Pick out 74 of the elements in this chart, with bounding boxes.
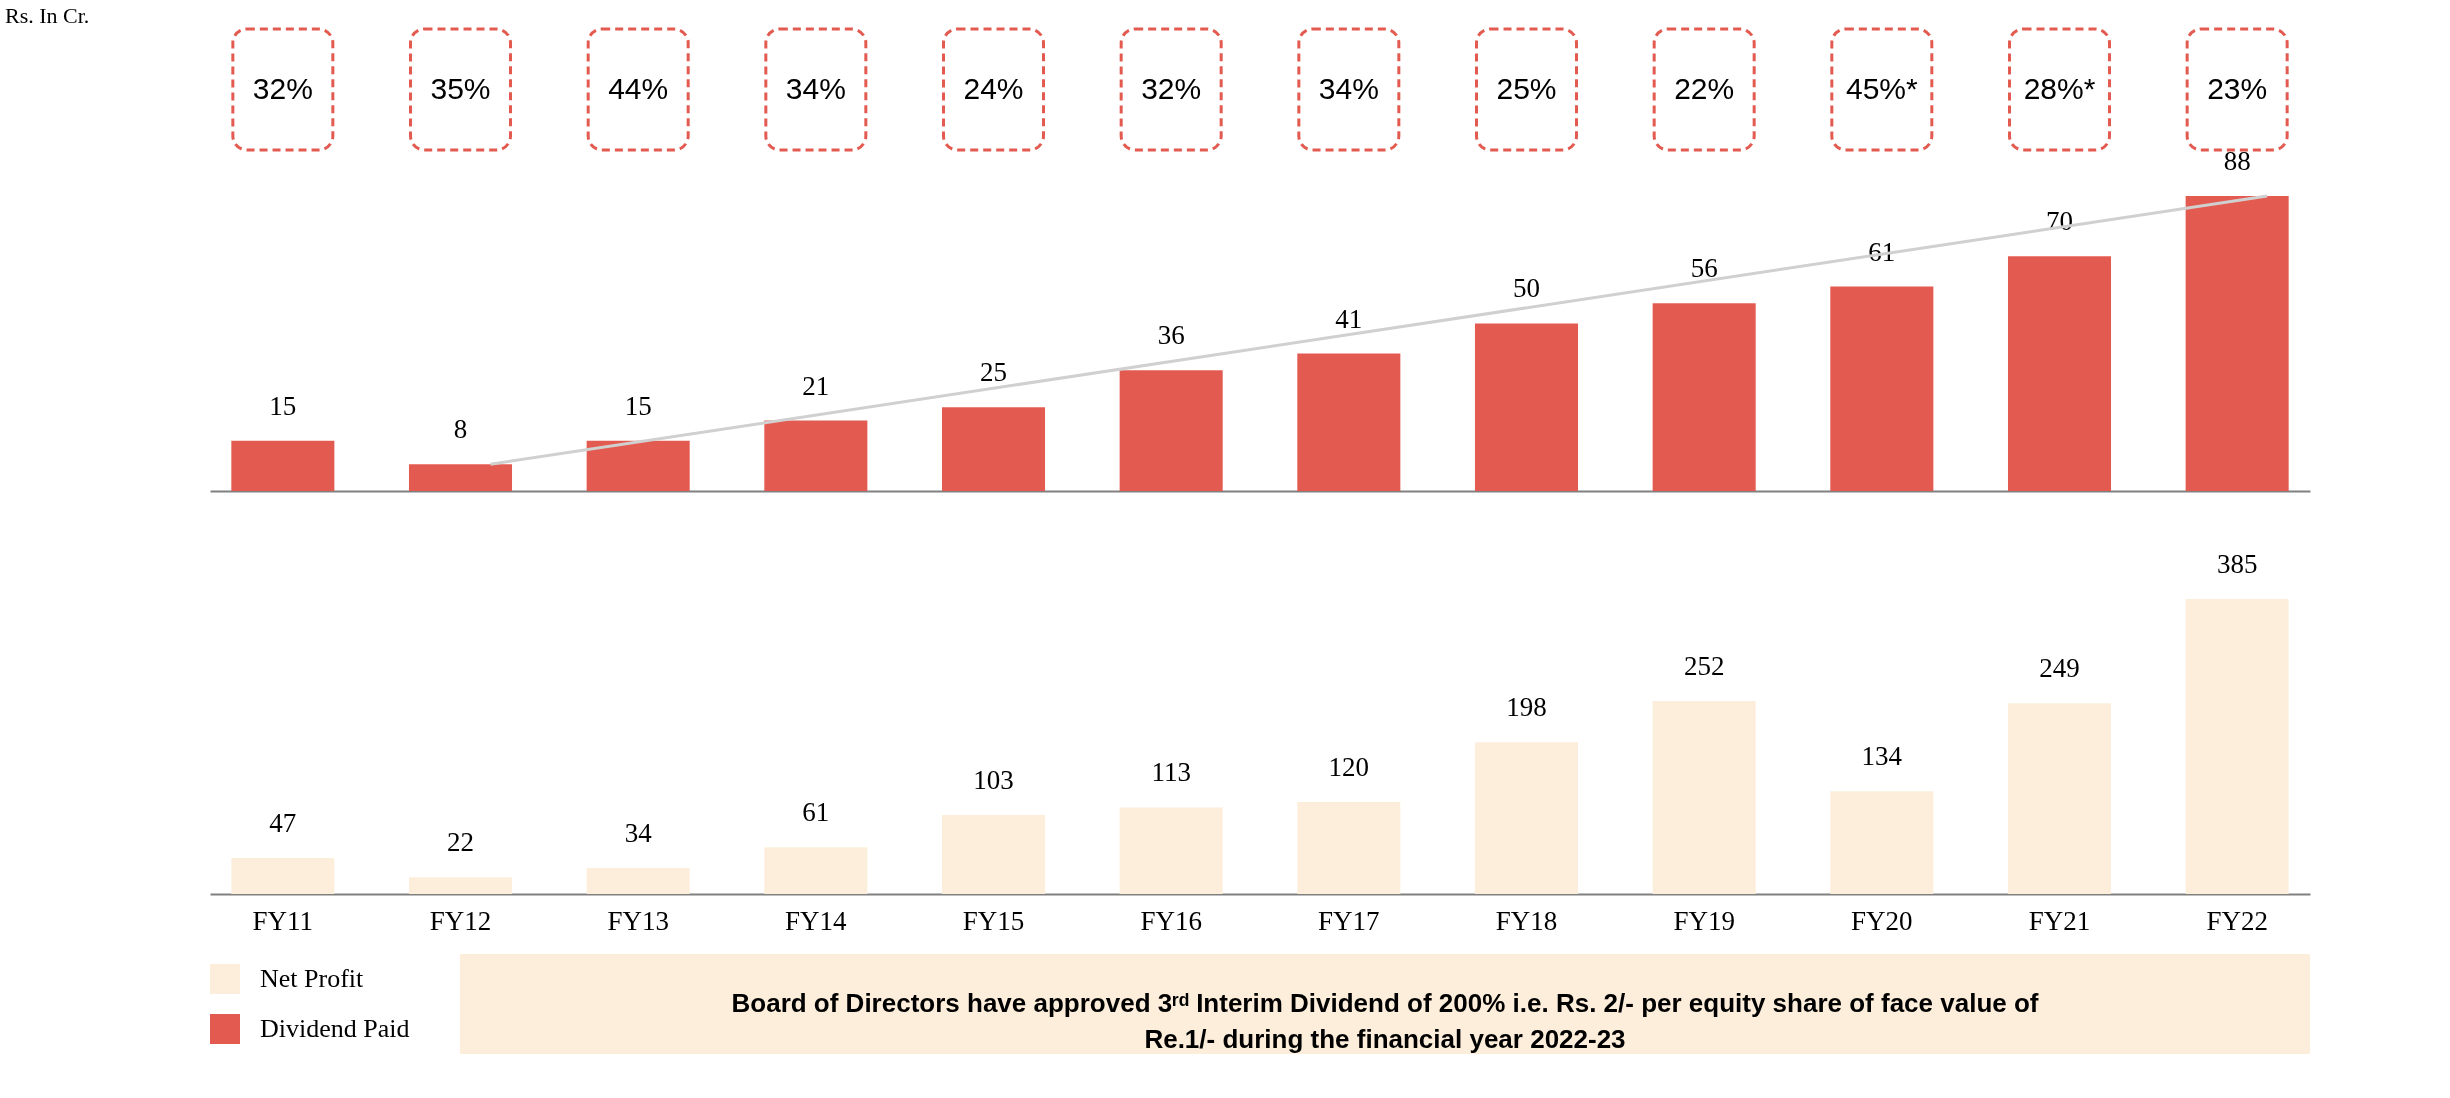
x-tick-label: FY20 [1851,905,1913,936]
x-tick-label: FY16 [1140,905,1202,936]
data-label: 25 [980,357,1007,388]
x-tick-label: FY21 [2028,905,2091,936]
x-tick-label: FY18 [1495,905,1558,936]
x-tick-label: FY11 [252,905,314,936]
bar [1119,370,1223,491]
x-tick-label: FY12 [429,905,492,936]
bar [1652,303,1756,491]
data-label: 34 [624,817,653,848]
data-label: 22 [447,827,475,858]
x-tick-label: FY22 [2206,905,2268,936]
bar [764,420,868,491]
bar [586,440,690,491]
data-label: 249 [2039,653,2080,684]
bar [941,815,1046,894]
legend-label: Dividend Paid [260,1014,410,1043]
data-label: 103 [973,765,1014,796]
bar [408,877,513,894]
x-tick-label: FY17 [1318,905,1380,936]
x-tick-label: FY19 [1673,905,1735,936]
data-label: 113 [1151,757,1191,788]
text: 24% [963,72,1024,105]
bar [2007,256,2112,491]
data-label: 36 [1157,320,1185,351]
bar [764,847,868,894]
bar [1652,700,1756,894]
text: 25% [1496,72,1557,105]
text: 32% [252,72,313,105]
text: 28%* [2023,72,2096,105]
data-label: 8 [453,414,468,445]
legend-label: Net Profit [260,964,365,993]
data-label: 120 [1328,752,1370,783]
text: 45%* [1845,72,1919,105]
bar [1119,807,1223,894]
text: 44% [608,72,669,105]
data-label: 15 [624,390,652,421]
data-label: 252 [1683,650,1725,681]
bar [1297,802,1401,894]
bar [941,407,1046,491]
data-label: 50 [1513,273,1540,304]
text: 23% [2207,72,2268,105]
bar [2007,703,2112,894]
data-label: 15 [269,390,297,421]
text: 35% [430,72,491,105]
text: Board of Directors have approved 3ʳᵈ Interim Dividend of 200% i.e. Rs. 2/- per equity share of face value of Re.1/- during the financial year 2022-23 [731,988,2039,1054]
x-tick-label: FY13 [607,905,669,936]
bar [1474,742,1579,894]
bar [1474,323,1579,491]
text: 34% [1318,72,1379,105]
bar [408,464,513,491]
bar [2185,196,2289,491]
bar [231,440,335,491]
bar [1297,353,1401,491]
text: 22% [1674,72,1735,105]
data-label: 56 [1690,253,1718,284]
data-label: 61 [802,797,830,828]
data-label: 198 [1506,692,1547,723]
bar [231,857,335,894]
data-label: 21 [802,370,830,401]
data-label: 385 [2216,549,2258,579]
data-label: 134 [1861,741,1903,772]
y-axis-title: Rs. In Cr. [5,3,90,28]
bar [586,867,690,894]
text: 32% [1141,72,1202,105]
x-tick-label: FY14 [785,905,848,936]
bar [1830,791,1934,894]
text: 34% [785,72,846,105]
data-label: 88 [2223,146,2251,176]
bar [2185,599,2289,894]
data-label: 47 [269,807,297,838]
bar [1830,286,1934,491]
data-label: 41 [1335,303,1363,334]
x-tick-label: FY15 [962,905,1025,936]
